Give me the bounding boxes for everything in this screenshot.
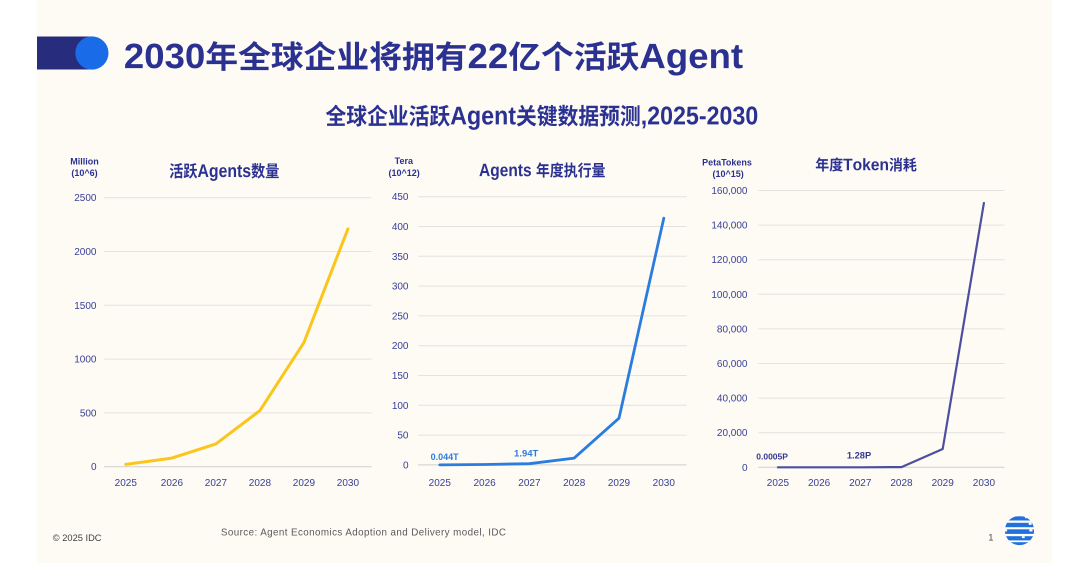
svg-text:2030: 2030 (973, 478, 996, 489)
svg-text:50: 50 (397, 431, 409, 442)
svg-text:2025: 2025 (767, 478, 790, 489)
svg-text:2029: 2029 (293, 478, 316, 489)
svg-text:Million: Million (70, 157, 99, 167)
svg-text:2027: 2027 (205, 478, 228, 489)
svg-text:2026: 2026 (473, 478, 496, 489)
svg-text:2029: 2029 (608, 478, 631, 489)
svg-text:2028: 2028 (249, 478, 272, 489)
svg-text:2025: 2025 (429, 478, 452, 489)
svg-text:40,000: 40,000 (717, 394, 748, 405)
svg-text:1: 1 (988, 533, 993, 543)
svg-text:0.044T: 0.044T (431, 452, 460, 462)
svg-text:160,000: 160,000 (711, 186, 748, 197)
svg-text:100: 100 (392, 401, 409, 412)
svg-text:(10^12): (10^12) (388, 168, 419, 178)
svg-text:0: 0 (403, 460, 409, 471)
svg-text:2025: 2025 (115, 478, 138, 489)
svg-text:PetaTokens: PetaTokens (702, 157, 752, 167)
svg-text:140,000: 140,000 (711, 221, 748, 232)
svg-text:2027: 2027 (518, 478, 541, 489)
svg-text:1.94T: 1.94T (514, 449, 538, 460)
svg-text:2026: 2026 (808, 478, 831, 489)
svg-text:2500: 2500 (74, 193, 97, 204)
svg-text:1.28P: 1.28P (847, 450, 871, 460)
svg-text:400: 400 (392, 222, 409, 233)
svg-text:0: 0 (742, 463, 748, 474)
svg-text:Tera: Tera (395, 156, 414, 166)
svg-text:350: 350 (392, 252, 409, 263)
svg-text:500: 500 (80, 408, 97, 419)
svg-text:2030: 2030 (653, 478, 676, 489)
svg-text:1000: 1000 (74, 355, 97, 366)
svg-text:(10^15): (10^15) (712, 169, 743, 179)
svg-text:2030: 2030 (337, 478, 360, 489)
svg-text:120,000: 120,000 (711, 255, 748, 266)
svg-text:80,000: 80,000 (717, 324, 748, 335)
svg-text:2027: 2027 (849, 478, 872, 489)
svg-text:450: 450 (392, 192, 409, 203)
svg-text:0: 0 (91, 462, 97, 473)
svg-text:2028: 2028 (890, 478, 913, 489)
svg-text:2029: 2029 (932, 478, 955, 489)
svg-text:2000: 2000 (74, 247, 97, 258)
svg-text:(10^6): (10^6) (71, 168, 97, 178)
svg-text:Source: Agent Economics Adopti: Source: Agent Economics Adoption and Del… (221, 527, 506, 538)
svg-text:2026: 2026 (161, 478, 184, 489)
svg-text:300: 300 (392, 282, 409, 293)
svg-text:250: 250 (392, 311, 409, 322)
svg-text:150: 150 (392, 371, 409, 382)
svg-text:200: 200 (392, 341, 409, 352)
svg-text:20,000: 20,000 (717, 428, 748, 439)
svg-text:© 2025 IDC: © 2025 IDC (53, 533, 102, 543)
svg-text:2028: 2028 (563, 478, 586, 489)
svg-text:1500: 1500 (74, 301, 97, 312)
svg-text:60,000: 60,000 (717, 359, 748, 370)
svg-text:0.0005P: 0.0005P (756, 452, 788, 462)
svg-text:100,000: 100,000 (711, 290, 748, 301)
